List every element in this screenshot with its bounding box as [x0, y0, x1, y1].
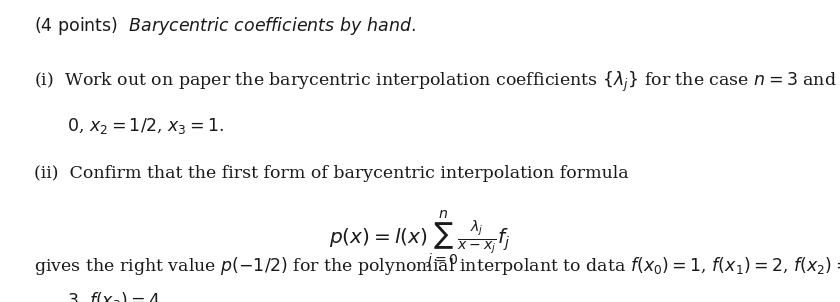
Text: $(4\ \mathrm{points})$  $\mathit{Barycentric\ coefficients\ by\ hand.}$: $(4\ \mathrm{points})$ $\mathit{Barycent…: [34, 15, 415, 37]
Text: gives the right value $p(-1/2)$ for the polynomial interpolant to data $f(x_0) =: gives the right value $p(-1/2)$ for the …: [34, 255, 840, 277]
Text: $p(x) = l(x)\sum_{j=0}^{n} \frac{\lambda_j}{x - x_j} f_j$: $p(x) = l(x)\sum_{j=0}^{n} \frac{\lambda…: [329, 210, 511, 271]
Text: (ii)  Confirm that the first form of barycentric interpolation formula: (ii) Confirm that the first form of bary…: [34, 165, 628, 182]
Text: $0$, $x_2 = 1/2$, $x_3 = 1$.: $0$, $x_2 = 1/2$, $x_3 = 1$.: [67, 116, 224, 136]
Text: $3$, $f(x_3) = 4$.: $3$, $f(x_3) = 4$.: [67, 290, 165, 302]
Text: (i)  Work out on paper the barycentric interpolation coefficients $\{\lambda_j\}: (i) Work out on paper the barycentric in…: [34, 69, 840, 94]
